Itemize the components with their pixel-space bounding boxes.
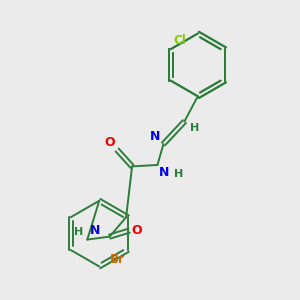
Text: H: H bbox=[174, 169, 183, 179]
Text: N: N bbox=[90, 224, 100, 237]
Text: Br: Br bbox=[110, 253, 125, 266]
Text: H: H bbox=[74, 227, 84, 237]
Text: N: N bbox=[150, 130, 160, 142]
Text: O: O bbox=[131, 224, 142, 237]
Text: O: O bbox=[104, 136, 115, 148]
Text: Cl: Cl bbox=[173, 34, 186, 47]
Text: H: H bbox=[190, 123, 199, 133]
Text: N: N bbox=[159, 167, 169, 179]
